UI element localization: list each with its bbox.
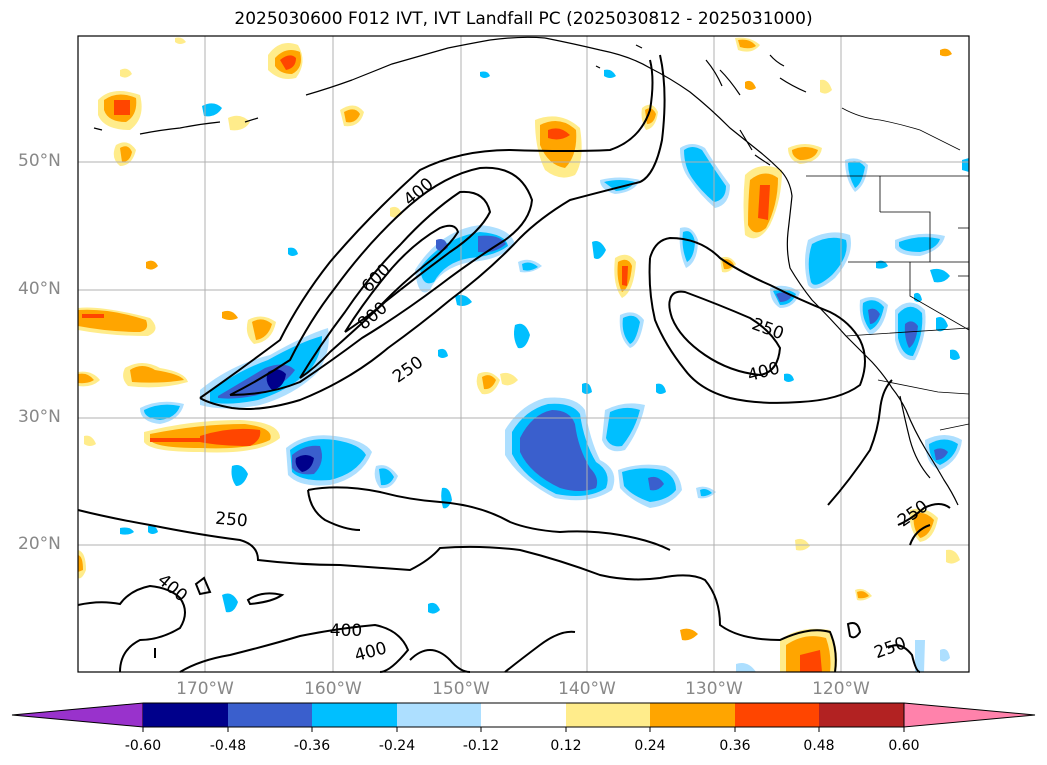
colorbar-swatch xyxy=(143,703,228,727)
lon-label: 140°W xyxy=(558,679,616,699)
colorbar-swatch xyxy=(228,703,312,727)
colorbar-tick-label: -0.12 xyxy=(462,738,500,754)
map-title: 2025030600 F012 IVT, IVT Landfall PC (20… xyxy=(234,9,813,29)
contour-label: 250 xyxy=(214,509,248,532)
ivt-contours xyxy=(77,54,951,673)
colorbar-extend-max xyxy=(903,702,1036,728)
lon-label: 170°W xyxy=(176,679,234,699)
colorbar-swatch xyxy=(397,703,481,727)
lat-label: 30°N xyxy=(18,407,61,427)
colorbar xyxy=(11,702,1036,732)
colorbar-swatch xyxy=(312,703,397,727)
colorbar-swatch xyxy=(566,703,650,727)
colorbar-tick-label: -0.36 xyxy=(293,738,331,754)
colorbar-tick-label: -0.24 xyxy=(378,738,416,754)
colorbar-tick-label: -0.48 xyxy=(209,738,247,754)
lon-label: 120°W xyxy=(812,679,870,699)
colorbar-tick-label: -0.60 xyxy=(124,738,162,754)
colorbar-extend-min xyxy=(11,702,144,728)
colorbar-tick-label: 0.24 xyxy=(634,738,666,754)
colorbar-swatch xyxy=(481,703,566,727)
borders xyxy=(806,107,970,431)
colorbar-tick-label: 0.12 xyxy=(550,738,582,754)
colorbar-tick-label: 0.48 xyxy=(803,738,835,754)
colorbar-swatch xyxy=(819,703,904,727)
lat-label: 40°N xyxy=(18,279,61,299)
colorbar-tick-label: 0.36 xyxy=(719,738,751,754)
gridlines xyxy=(78,36,969,672)
lon-label: 160°W xyxy=(304,679,362,699)
lon-label: 130°W xyxy=(685,679,743,699)
map-area xyxy=(77,36,970,673)
contour-label: 400 xyxy=(330,621,362,641)
colorbar-tick-label: 0.60 xyxy=(888,738,920,754)
coastlines xyxy=(93,36,959,506)
lat-label: 50°N xyxy=(18,151,61,171)
colorbar-swatch xyxy=(735,703,819,727)
lat-label: 20°N xyxy=(18,534,61,554)
positive-shading xyxy=(78,37,960,672)
colorbar-swatch xyxy=(650,703,735,727)
lon-label: 150°W xyxy=(432,679,490,699)
map-frame xyxy=(77,35,970,673)
